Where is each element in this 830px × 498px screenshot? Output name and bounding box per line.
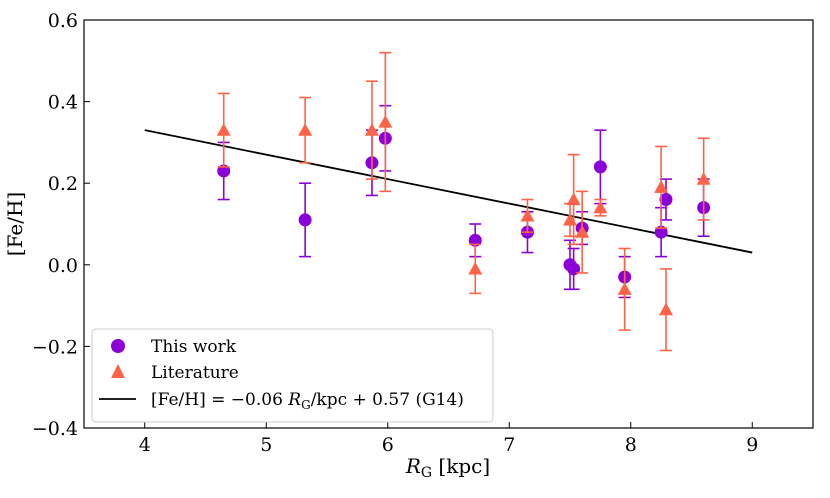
point-literature (617, 282, 632, 295)
point-this-work (217, 164, 231, 178)
y-tick-label: −0.2 (32, 336, 78, 358)
point-literature (575, 225, 590, 238)
point-literature (593, 200, 608, 214)
chart-marks (144, 51, 753, 352)
plot-frame (83, 19, 814, 429)
point-literature (696, 172, 711, 185)
x-tick-label: 7 (503, 434, 515, 456)
point-literature (468, 261, 483, 275)
x-tick-label: 8 (625, 434, 637, 456)
point-this-work (298, 213, 312, 227)
point-literature (364, 123, 379, 136)
x-tick-label: 4 (139, 434, 151, 456)
point-literature (378, 115, 393, 128)
x-axis: 4 5 6 7 8 9 (139, 422, 758, 456)
y-axis-label: [Fe/H] (3, 192, 27, 256)
legend-marker-this-work (111, 339, 125, 353)
point-literature (654, 180, 669, 193)
x-tick-label: 9 (746, 434, 758, 456)
point-this-work (567, 262, 581, 276)
y-tick-label: −0.4 (32, 418, 78, 440)
point-this-work (654, 225, 668, 239)
point-literature (658, 302, 673, 316)
legend: This work Literature [Fe/H] = −0.06 RG/k… (91, 328, 494, 423)
point-this-work (468, 233, 482, 247)
point-this-work (659, 193, 673, 207)
legend-label-literature: Literature (151, 363, 239, 383)
legend-marker-literature (111, 364, 125, 378)
point-this-work (593, 160, 607, 174)
y-tick-label: 0.6 (48, 10, 78, 32)
point-literature (563, 212, 577, 226)
legend-label-fit-line: [Fe/H] = −0.06 RG/kpc + 0.57 (G14) (151, 390, 464, 412)
x-tick-label: 6 (382, 434, 394, 456)
point-literature (566, 192, 581, 206)
x-axis-label: RG [kpc] (405, 454, 490, 481)
point-literature (298, 123, 313, 136)
x-tick-label: 5 (260, 434, 272, 456)
fit-line (144, 129, 753, 254)
point-literature (216, 123, 231, 136)
y-tick-label: 0.0 (48, 255, 78, 277)
point-literature (520, 208, 535, 222)
y-tick-label: 0.2 (48, 173, 78, 195)
y-tick-label: 0.4 (48, 92, 78, 114)
y-axis: −0.4 −0.2 0.0 0.2 0.4 0.6 (32, 10, 90, 440)
legend-box (91, 328, 494, 423)
legend-label-this-work: This work (151, 337, 237, 357)
